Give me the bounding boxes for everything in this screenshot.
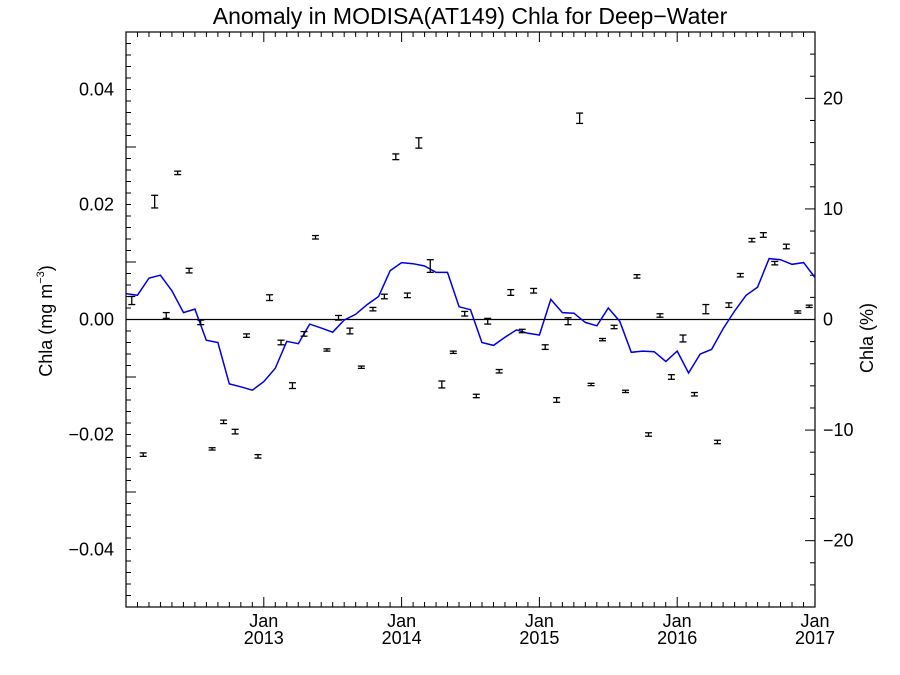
- errorbar-point: [231, 428, 239, 435]
- errorbar-point: [530, 287, 538, 294]
- errorbar-point: [518, 328, 526, 334]
- anomaly-line: [125, 257, 816, 392]
- errorbar-point: [128, 295, 136, 306]
- errorbar-point: [553, 397, 561, 403]
- errorbar-point: [162, 311, 170, 320]
- errorbar-point: [622, 389, 630, 394]
- errorbar-point: [725, 302, 733, 309]
- y-right-tick-label: 10: [823, 199, 843, 219]
- errorbar-point: [334, 314, 342, 321]
- errorbar-point: [323, 348, 331, 352]
- errorbar-point: [495, 368, 503, 374]
- errorbar-point: [449, 350, 457, 355]
- errorbar-point: [415, 137, 423, 149]
- errorbar-point: [736, 272, 744, 278]
- x-tick-label-year: 2014: [382, 628, 422, 648]
- y-right-tick-label: −10: [823, 420, 854, 440]
- errorbar-point: [576, 112, 584, 125]
- errorbar-point: [771, 260, 779, 266]
- errorbar-point: [702, 303, 710, 315]
- x-tick-label-year: 2013: [244, 628, 284, 648]
- errorbar-point: [461, 310, 469, 317]
- y-left-tick-label: −0.04: [68, 540, 114, 560]
- errorbar-point: [599, 337, 607, 342]
- errorbar-point: [679, 334, 687, 343]
- errorbar-point: [243, 333, 251, 338]
- errorbar-point: [484, 317, 492, 325]
- errorbar-point: [438, 380, 446, 389]
- errorbar-point: [139, 452, 147, 458]
- errorbar-point: [174, 170, 182, 176]
- y-axis-label-right: Chla (%): [857, 303, 877, 373]
- x-tick-label-month: Jan: [800, 611, 829, 631]
- errorbar-point: [713, 439, 721, 445]
- errorbar-point: [541, 344, 549, 351]
- errorbar-point: [346, 327, 354, 335]
- x-tick-label-month: Jan: [525, 611, 554, 631]
- errorbar-point: [380, 293, 388, 300]
- x-tick-label-month: Jan: [663, 611, 692, 631]
- errorbar-point: [403, 292, 411, 299]
- errorbar-point: [277, 339, 285, 346]
- x-tick-label-month: Jan: [387, 611, 416, 631]
- errorbar-point: [300, 330, 308, 337]
- y-right-tick-label: 0: [823, 310, 833, 330]
- errorbar-point: [197, 319, 205, 326]
- errorbar-point: [426, 259, 434, 274]
- y-axis-left: −0.04 −0.02 0.00 0.02 0.04: [68, 31, 136, 608]
- x-tick-label-year: 2016: [657, 628, 697, 648]
- errorbar-point: [357, 365, 365, 370]
- errorbar-point: [288, 382, 296, 390]
- errorbar-point: [645, 432, 653, 437]
- series-line-group: [125, 257, 816, 392]
- errorbar-point: [656, 313, 664, 318]
- errorbar-point: [667, 374, 675, 380]
- errorbar-point: [208, 447, 216, 451]
- errorbar-point: [782, 243, 790, 250]
- errorbar-point: [185, 267, 193, 274]
- y-left-tick-label: 0.00: [79, 310, 114, 330]
- series-errorbar-group: [128, 112, 813, 459]
- errorbar-point: [311, 234, 319, 240]
- errorbar-point: [794, 310, 802, 314]
- errorbar-point: [392, 153, 400, 161]
- errorbar-point: [507, 288, 515, 297]
- errorbar-point: [748, 237, 756, 243]
- y-left-tick-label: −0.02: [68, 425, 114, 445]
- x-tick-label-year: 2015: [519, 628, 559, 648]
- errorbar-point: [151, 194, 159, 209]
- y-left-tick-label: 0.04: [79, 80, 114, 100]
- x-tick-label-month: Jan: [249, 611, 278, 631]
- errorbar-point: [805, 304, 813, 309]
- errorbar-point: [759, 232, 767, 238]
- y-right-tick-label: 20: [823, 88, 843, 108]
- x-tick-label-year: 2017: [795, 628, 835, 648]
- y-right-tick-label: −20: [823, 531, 854, 551]
- y-left-tick-label: 0.02: [79, 195, 114, 215]
- errorbar-point: [587, 382, 595, 387]
- y-axis-right: −20 −10 0 10 20: [805, 31, 854, 608]
- errorbar-point: [472, 393, 480, 399]
- errorbar-point: [369, 306, 377, 312]
- errorbar-point: [266, 294, 274, 302]
- errorbar-point: [610, 324, 618, 330]
- errorbar-point: [690, 391, 698, 397]
- errorbar-point: [254, 453, 262, 459]
- errorbar-point: [633, 273, 641, 279]
- y-axis-label-left: Chla (mg m−3): [35, 265, 56, 377]
- chart-title: Anomaly in MODISA(AT149) Chla for Deep−W…: [213, 3, 728, 29]
- errorbar-point: [564, 317, 572, 326]
- errorbar-point: [220, 419, 228, 425]
